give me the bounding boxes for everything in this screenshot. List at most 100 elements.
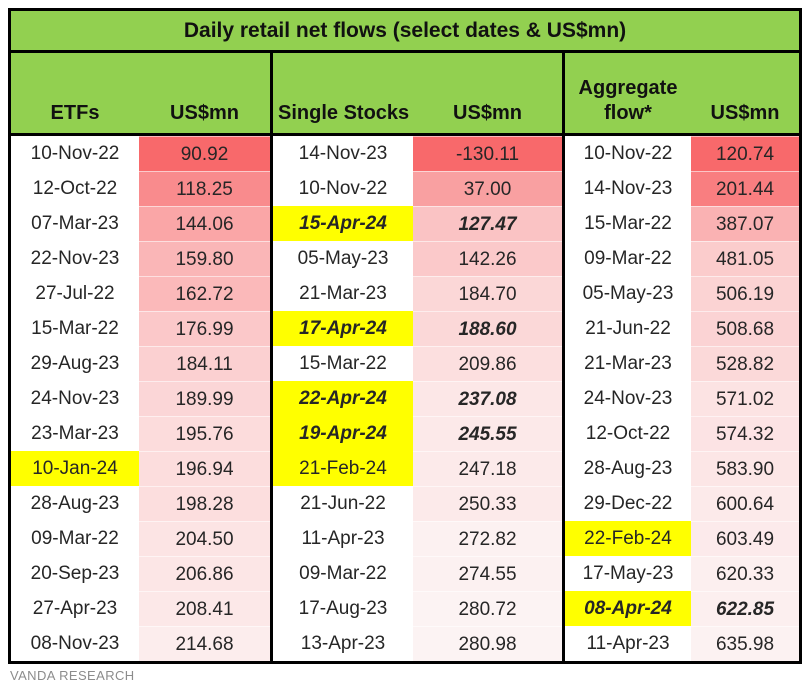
value-cell: 528.82 [691, 346, 799, 381]
date-cell: 21-Mar-23 [273, 276, 413, 311]
table-row: 11-Apr-23 272.82 [273, 521, 562, 556]
table-row: 29-Aug-23 184.11 [11, 346, 270, 381]
value-cell: 144.06 [139, 206, 270, 241]
table-row: 09-Mar-22 204.50 [11, 521, 270, 556]
date-cell: 21-Mar-23 [565, 346, 691, 381]
table-row: 28-Aug-23 583.90 [565, 451, 799, 486]
table-row: 21-Mar-23 528.82 [565, 346, 799, 381]
value-cell: 245.55 [413, 416, 562, 451]
date-cell: 10-Jan-24 [11, 451, 139, 486]
table-row: 20-Sep-23 206.86 [11, 556, 270, 591]
col-header-aggregate-flow: Aggregate flow* [578, 77, 678, 124]
date-cell: 15-Mar-22 [11, 311, 139, 346]
value-cell: 184.70 [413, 276, 562, 311]
table-row: 22-Nov-23 159.80 [11, 241, 270, 276]
col-header-single-stocks-usdmn: US$mn [453, 102, 522, 124]
value-cell: 272.82 [413, 521, 562, 556]
date-cell: 10-Nov-22 [273, 171, 413, 206]
date-cell: 12-Oct-22 [565, 416, 691, 451]
value-cell: 208.41 [139, 591, 270, 626]
date-cell: 29-Dec-22 [565, 486, 691, 521]
date-cell: 15-Mar-22 [273, 346, 413, 381]
value-cell: 90.92 [139, 136, 270, 171]
col-header-single-stocks: Single Stocks [278, 102, 410, 124]
table-row: 12-Oct-22 118.25 [11, 171, 270, 206]
table-row: 29-Dec-22 600.64 [565, 486, 799, 521]
value-cell: 574.32 [691, 416, 799, 451]
value-cell: -130.11 [413, 136, 562, 171]
value-cell: 274.55 [413, 556, 562, 591]
table-row: 11-Apr-23 635.98 [565, 626, 799, 661]
table-title: Daily retail net flows (select dates & U… [11, 11, 799, 53]
value-cell: 206.86 [139, 556, 270, 591]
date-cell: 22-Apr-24 [273, 381, 413, 416]
date-cell: 12-Oct-22 [11, 171, 139, 206]
retail-net-flows-table: Daily retail net flows (select dates & U… [8, 8, 802, 664]
value-cell: 209.86 [413, 346, 562, 381]
table-row: 14-Nov-23 -130.11 [273, 136, 562, 171]
value-cell: 188.60 [413, 311, 562, 346]
table-row: 12-Oct-22 574.32 [565, 416, 799, 451]
table-row: 07-Mar-23 144.06 [11, 206, 270, 241]
date-cell: 09-Mar-22 [273, 556, 413, 591]
date-cell: 09-Mar-22 [11, 521, 139, 556]
date-cell: 08-Apr-24 [565, 591, 691, 626]
value-cell: 127.47 [413, 206, 562, 241]
value-cell: 142.26 [413, 241, 562, 276]
value-cell: 635.98 [691, 626, 799, 661]
table-row: 27-Apr-23 208.41 [11, 591, 270, 626]
value-cell: 280.98 [413, 626, 562, 661]
col-header-etfs: ETFs [50, 102, 100, 124]
table-row: 17-May-23 620.33 [565, 556, 799, 591]
table-row: 15-Mar-22 176.99 [11, 311, 270, 346]
value-cell: 247.18 [413, 451, 562, 486]
value-cell: 237.08 [413, 381, 562, 416]
table-row: 15-Mar-22 209.86 [273, 346, 562, 381]
value-cell: 176.99 [139, 311, 270, 346]
value-cell: 118.25 [139, 171, 270, 206]
table-body: 10-Nov-22 90.92 12-Oct-22 118.25 07-Mar-… [11, 136, 799, 661]
table-row: 15-Apr-24 127.47 [273, 206, 562, 241]
date-cell: 14-Nov-23 [565, 171, 691, 206]
value-cell: 603.49 [691, 521, 799, 556]
section-aggregate-flow: 10-Nov-22 120.74 14-Nov-23 201.44 15-Mar… [562, 136, 799, 661]
table-row: 21-Feb-24 247.18 [273, 451, 562, 486]
date-cell: 10-Nov-22 [565, 136, 691, 171]
table-row: 17-Aug-23 280.72 [273, 591, 562, 626]
table-row: 15-Mar-22 387.07 [565, 206, 799, 241]
date-cell: 07-Mar-23 [11, 206, 139, 241]
value-cell: 159.80 [139, 241, 270, 276]
section-single-stocks: 14-Nov-23 -130.11 10-Nov-22 37.00 15-Apr… [270, 136, 562, 661]
date-cell: 17-Apr-24 [273, 311, 413, 346]
table-row: 21-Jun-22 250.33 [273, 486, 562, 521]
table-row: 10-Nov-22 90.92 [11, 136, 270, 171]
table-row: 05-May-23 142.26 [273, 241, 562, 276]
table-row: 28-Aug-23 198.28 [11, 486, 270, 521]
table-row: 21-Mar-23 184.70 [273, 276, 562, 311]
value-cell: 189.99 [139, 381, 270, 416]
value-cell: 583.90 [691, 451, 799, 486]
value-cell: 214.68 [139, 626, 270, 661]
value-cell: 250.33 [413, 486, 562, 521]
date-cell: 28-Aug-23 [565, 451, 691, 486]
header-section-single-stocks: Single Stocks US$mn [270, 53, 562, 133]
date-cell: 14-Nov-23 [273, 136, 413, 171]
table-row: 08-Nov-23 214.68 [11, 626, 270, 661]
header-row: ETFs US$mn Single Stocks US$mn Aggregate… [11, 53, 799, 136]
table-row: 17-Apr-24 188.60 [273, 311, 562, 346]
value-cell: 184.11 [139, 346, 270, 381]
date-cell: 17-May-23 [565, 556, 691, 591]
date-cell: 19-Apr-24 [273, 416, 413, 451]
value-cell: 196.94 [139, 451, 270, 486]
date-cell: 22-Nov-23 [11, 241, 139, 276]
table-row: 09-Mar-22 481.05 [565, 241, 799, 276]
section-etfs: 10-Nov-22 90.92 12-Oct-22 118.25 07-Mar-… [11, 136, 270, 661]
date-cell: 23-Mar-23 [11, 416, 139, 451]
date-cell: 11-Apr-23 [273, 521, 413, 556]
date-cell: 22-Feb-24 [565, 521, 691, 556]
value-cell: 387.07 [691, 206, 799, 241]
date-cell: 15-Mar-22 [565, 206, 691, 241]
value-cell: 481.05 [691, 241, 799, 276]
table-row: 08-Apr-24 622.85 [565, 591, 799, 626]
